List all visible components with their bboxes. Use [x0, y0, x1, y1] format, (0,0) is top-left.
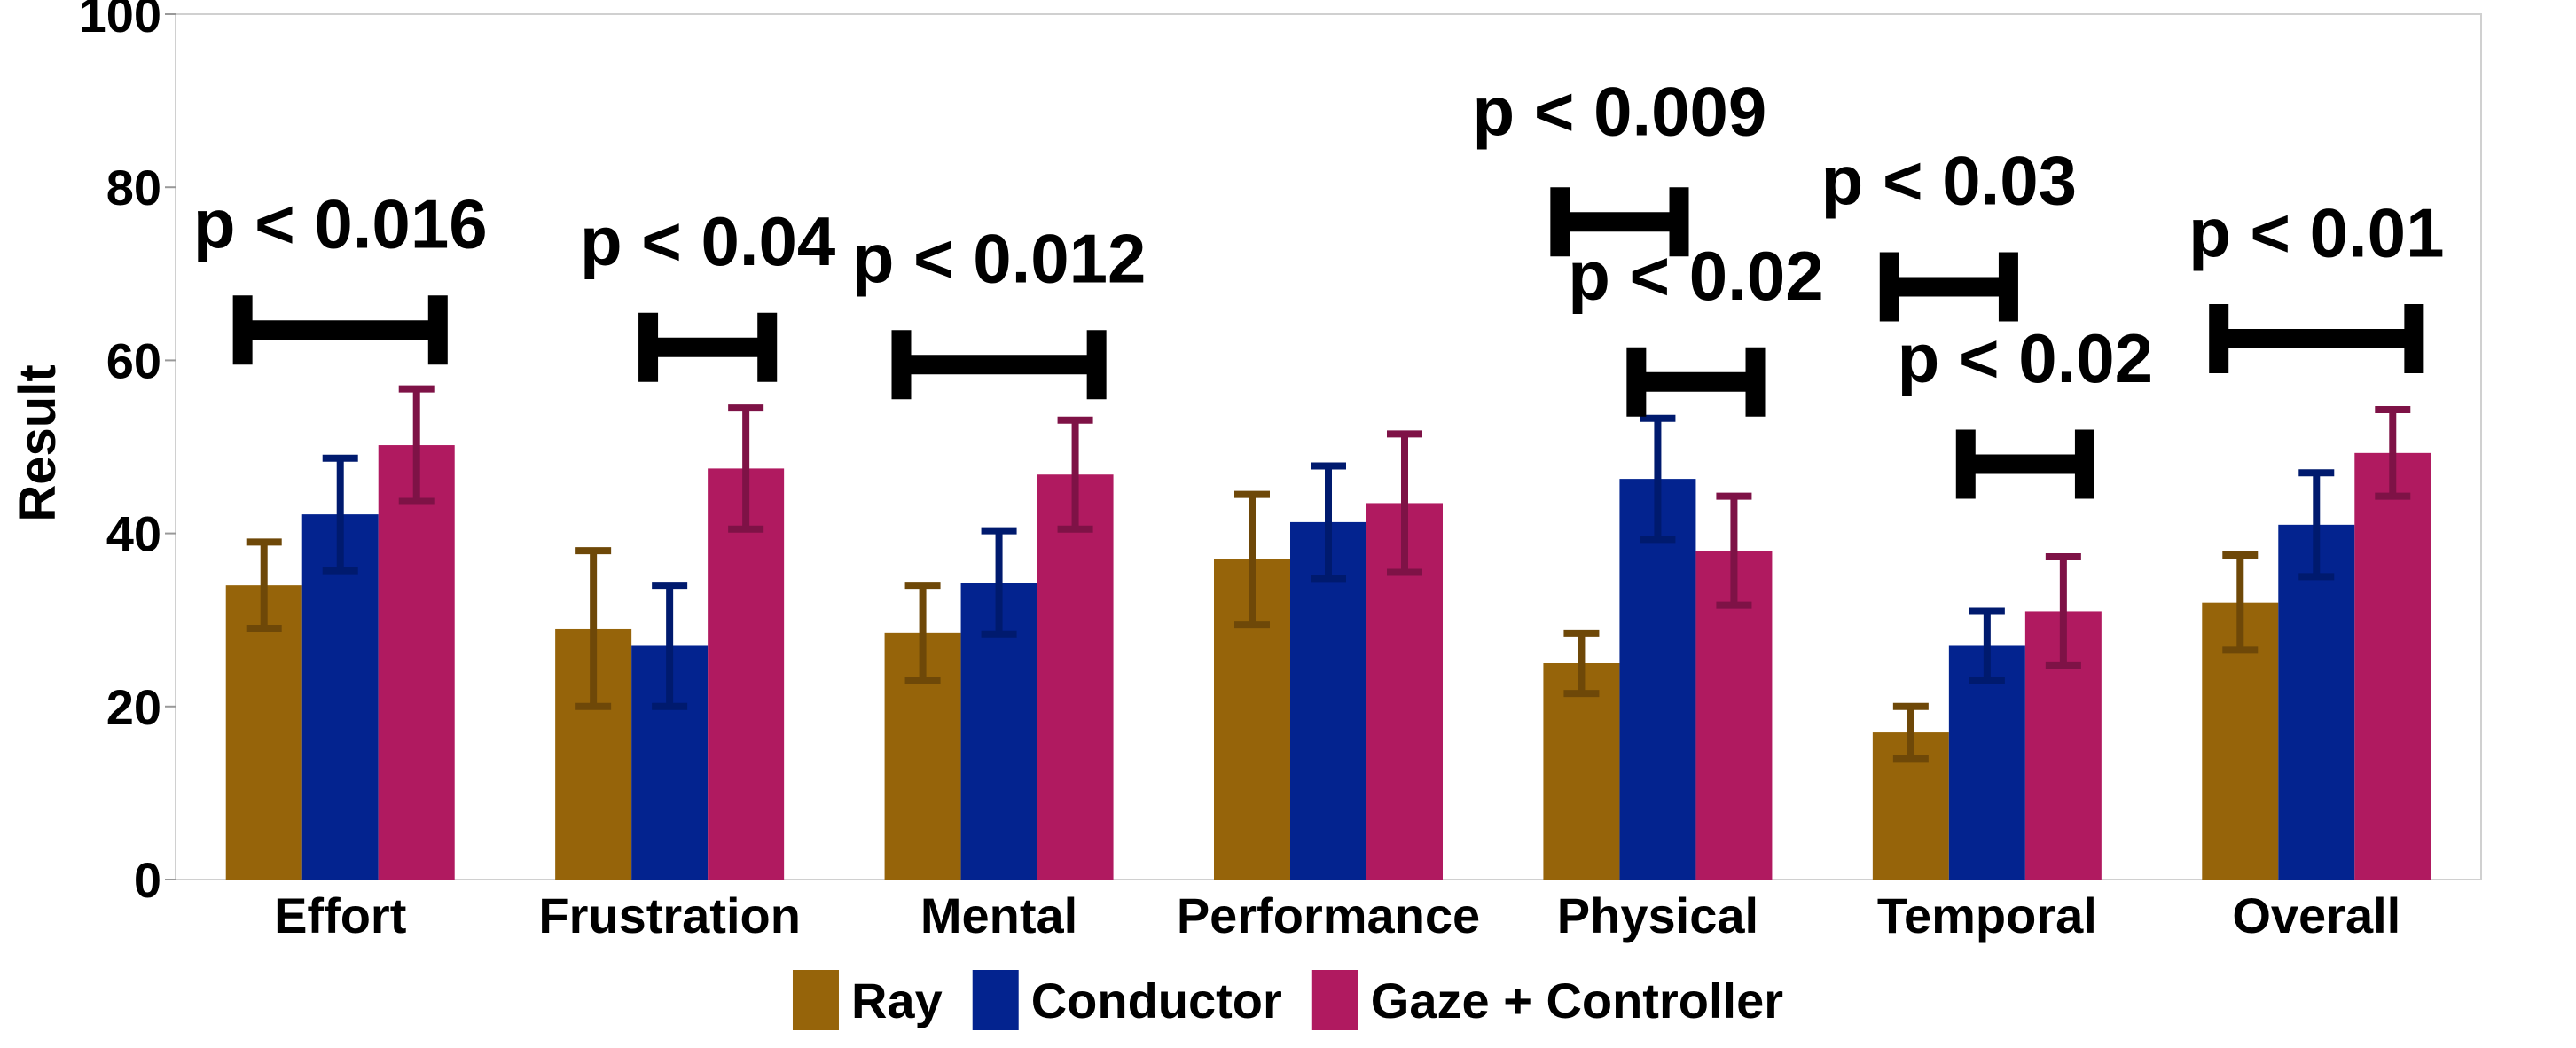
bar-ray-physical: [1543, 663, 1620, 880]
bar-conductor-temporal: [1948, 645, 2025, 880]
y-tick-label: 100: [79, 0, 161, 43]
significance-label: p < 0.012: [852, 220, 1147, 298]
bar-gaze-controller-mental: [1037, 474, 1114, 880]
x-axis-ticks: Effort Frustration Mental Performance Physic…: [274, 888, 2400, 943]
legend-swatch-ray: [792, 970, 839, 1030]
significance-label: p < 0.03: [1821, 142, 2077, 220]
bars: [225, 445, 2431, 880]
y-tick-label: 0: [134, 852, 161, 908]
significance-label: p < 0.02: [1568, 237, 1823, 315]
x-tick-label: Mental: [920, 888, 1077, 943]
significance-label: p < 0.009: [1473, 73, 1767, 151]
bar-gaze-controller-effort: [378, 445, 455, 880]
y-tick-label: 40: [106, 506, 161, 562]
y-tick-label: 60: [106, 332, 161, 388]
significance-label: p < 0.04: [580, 202, 835, 280]
bar-conductor-physical: [1619, 479, 1696, 880]
legend-label: Conductor: [1031, 973, 1282, 1028]
legend: Ray Conductor Gaze + Controller: [792, 970, 1783, 1030]
y-tick-label: 20: [106, 679, 161, 735]
legend-label: Ray: [851, 973, 943, 1028]
legend-swatch-conductor: [972, 970, 1019, 1030]
x-tick-label: Temporal: [1877, 888, 2097, 943]
error-bars: [246, 385, 2411, 763]
significance-label: p < 0.02: [1898, 319, 2153, 397]
x-tick-label: Physical: [1557, 888, 1758, 943]
legend-swatch-gaze-controller: [1311, 970, 1358, 1030]
y-tick-label: 80: [106, 160, 161, 215]
bar-gaze-controller-frustration: [708, 468, 785, 880]
x-tick-label: Frustration: [538, 888, 801, 943]
significance-label: p < 0.016: [193, 185, 488, 263]
bar-gaze-controller-overall: [2354, 452, 2431, 880]
significance-annotations: p < 0.016 p < 0.04 p < 0.012 p < 0.009 p < 0…: [193, 73, 2444, 499]
bar-conductor-effort: [301, 514, 379, 880]
significance-label: p < 0.01: [2188, 193, 2444, 271]
x-tick-label: Performance: [1177, 888, 1480, 943]
legend-label: Gaze + Controller: [1371, 973, 1783, 1028]
y-axis-ticks: 0 20 40 60 80 100: [79, 0, 176, 908]
y-axis-label: Result: [9, 364, 67, 521]
bar-conductor-overall: [2278, 524, 2355, 880]
bar-ray-effort: [225, 585, 302, 880]
x-tick-label: Effort: [274, 888, 406, 943]
x-tick-label: Overall: [2232, 888, 2400, 943]
